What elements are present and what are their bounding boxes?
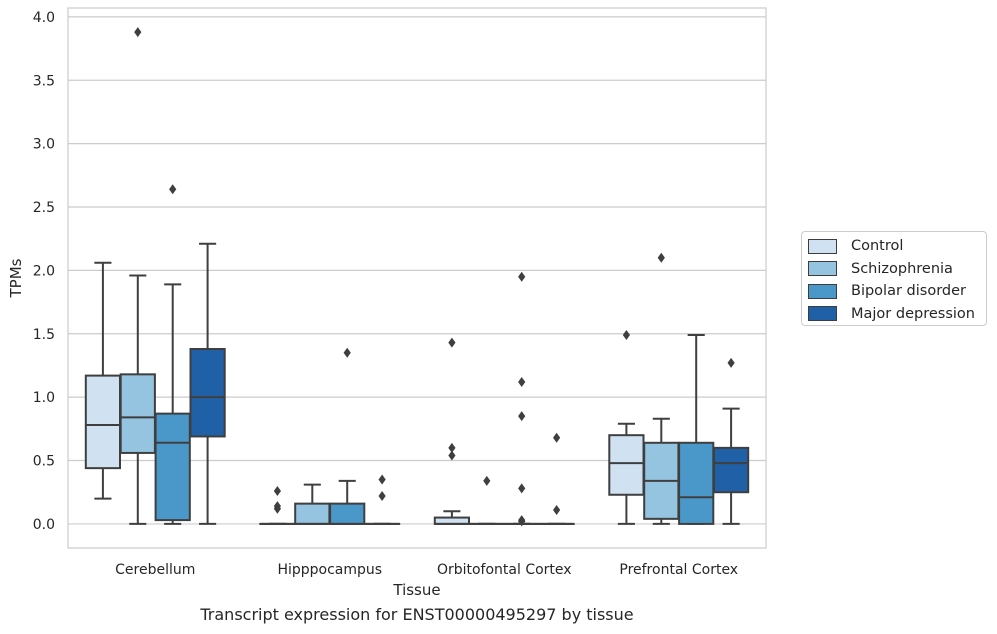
outlier-point bbox=[553, 432, 561, 443]
box-1-2 bbox=[329, 347, 366, 525]
outlier-point bbox=[553, 504, 561, 515]
y-tick-label: 4.0 bbox=[33, 10, 55, 26]
box-body bbox=[712, 446, 750, 494]
legend-item: Control bbox=[808, 235, 986, 258]
chart-caption: Transcript expression for ENST0000049529… bbox=[200, 605, 634, 624]
legend-swatch bbox=[808, 261, 837, 277]
box-1-1 bbox=[294, 483, 331, 525]
legend-label: Major depression bbox=[851, 305, 975, 322]
legend-label: Control bbox=[851, 238, 904, 255]
box-body bbox=[678, 441, 715, 525]
y-tick-label: 3.5 bbox=[33, 73, 55, 89]
outlier-point bbox=[378, 474, 386, 485]
y-tick-label: 1.0 bbox=[33, 390, 55, 406]
box-3-3 bbox=[712, 357, 750, 525]
box-body bbox=[84, 374, 122, 470]
legend-swatch bbox=[808, 283, 837, 299]
outlier-point bbox=[727, 357, 735, 368]
box-1-3 bbox=[363, 474, 401, 525]
y-tick-label: 1.5 bbox=[33, 327, 55, 343]
outlier-point bbox=[343, 347, 351, 358]
outlier-point bbox=[518, 516, 526, 527]
plot-frame bbox=[67, 7, 767, 549]
y-tick-label: 2.0 bbox=[33, 263, 55, 279]
box-3-2 bbox=[678, 334, 715, 525]
outlier-point bbox=[483, 475, 491, 486]
y-tick-label: 0.0 bbox=[33, 517, 55, 533]
legend-swatch bbox=[808, 238, 837, 254]
y-tick-label: 0.5 bbox=[33, 454, 55, 470]
plot-area bbox=[84, 27, 750, 527]
x-axis-label: Tissue bbox=[392, 581, 440, 599]
outlier-point bbox=[518, 411, 526, 422]
x-tick-label: Hipppocampus bbox=[277, 562, 382, 578]
outlier-point bbox=[273, 485, 281, 496]
x-tick-label: Orbitofontal Cortex bbox=[437, 562, 572, 578]
box-3-1 bbox=[643, 252, 680, 525]
outlier-point bbox=[273, 503, 281, 514]
box-body bbox=[154, 412, 191, 522]
box-0-3 bbox=[189, 242, 226, 525]
x-tick-label: Prefrontal Cortex bbox=[619, 562, 738, 578]
outlier-point bbox=[657, 252, 665, 263]
legend-item: Major depression bbox=[808, 303, 986, 326]
outlier-point bbox=[448, 450, 456, 461]
legend: Control Schizophrenia Bipolar disorder Majo… bbox=[801, 231, 987, 326]
y-axis: 0.0 0.5 1.0 1.5 2.0 2.5 3.0 3.5 4.0 bbox=[33, 10, 55, 533]
x-tick-label: Cerebellum bbox=[115, 562, 195, 578]
box-body bbox=[608, 434, 645, 496]
box-body bbox=[294, 502, 331, 525]
outlier-point bbox=[378, 491, 386, 502]
outlier-point bbox=[622, 330, 630, 341]
legend-item: Bipolar disorder bbox=[808, 280, 986, 303]
outlier-point bbox=[518, 271, 526, 282]
box-2-0 bbox=[433, 337, 471, 525]
box-body bbox=[119, 373, 156, 454]
legend-label: Bipolar disorder bbox=[851, 283, 966, 300]
x-axis: Cerebellum Hipppocampus Orbitofontal Corte… bbox=[115, 562, 738, 578]
y-axis-label: TPMs bbox=[7, 258, 25, 298]
legend-item: Schizophrenia bbox=[808, 258, 986, 281]
outlier-point bbox=[169, 184, 177, 195]
box-1-0 bbox=[259, 485, 296, 525]
box-2-3 bbox=[538, 432, 575, 525]
box-0-2 bbox=[154, 184, 191, 525]
box-body bbox=[189, 347, 226, 438]
box-2-1 bbox=[468, 475, 505, 525]
outlier-point bbox=[134, 27, 142, 38]
box-2-2 bbox=[503, 271, 540, 527]
y-tick-label: 2.5 bbox=[33, 200, 55, 216]
outlier-point bbox=[448, 442, 456, 453]
box-3-0 bbox=[608, 330, 645, 525]
box-0-0 bbox=[84, 261, 122, 500]
legend-label: Schizophrenia bbox=[851, 260, 953, 277]
outlier-point bbox=[448, 337, 456, 348]
box-0-1 bbox=[119, 27, 156, 525]
y-tick-label: 3.0 bbox=[33, 137, 55, 153]
outlier-point bbox=[518, 376, 526, 387]
box-body bbox=[329, 502, 366, 525]
outlier-point bbox=[518, 483, 526, 494]
legend-swatch bbox=[808, 306, 837, 322]
